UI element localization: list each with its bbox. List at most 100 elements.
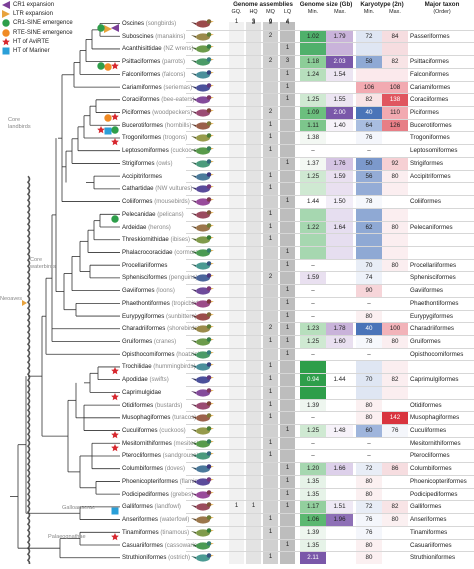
karyotype-max: 80 (382, 513, 408, 527)
table-row: Casuariiformes (cassowaries) 1 1.35 80 C… (0, 538, 474, 552)
clade-palaeognathae: Palaeognathae (48, 534, 86, 540)
genome-size-max: 1.54 (326, 67, 353, 81)
taxon-name: Galliformes (landfowl) (122, 502, 181, 511)
karyotype-min (356, 245, 382, 259)
table-row: Columbiformes (doves) 1 1.20 1.66 72 86 … (0, 462, 474, 476)
common-name: (mousebirds) (154, 198, 190, 206)
lq-count: 1 (285, 198, 290, 205)
mq-count: 1 (268, 414, 273, 421)
common-name: (hornbills) (164, 121, 192, 129)
taxon-name: Struthioniformes (ostrich) (122, 553, 190, 562)
hq-count (246, 195, 261, 208)
genome-size-min: 1.39 (300, 525, 326, 539)
bird-illustration (186, 526, 220, 539)
gq-count (229, 106, 244, 119)
genome-size-min: 1.44 (300, 195, 326, 209)
mq-count (263, 81, 278, 94)
mq-count (263, 246, 278, 259)
karyotype-max (382, 449, 408, 462)
row-divider (186, 347, 474, 349)
clade-core-waterbirds: Core waterbirds (30, 257, 56, 270)
genome-size-max (326, 284, 353, 297)
ky-min-header: Min. (363, 9, 375, 15)
karyotype-min (356, 207, 382, 221)
gq-count (229, 119, 244, 132)
taxon-label: Acanthisittidae (122, 45, 162, 53)
bird-illustration (186, 246, 220, 259)
row-divider (186, 156, 474, 158)
karyotype-min (356, 182, 382, 196)
common-name: (swifts) (149, 376, 169, 384)
genome-size-max: 1.60 (326, 335, 353, 348)
genome-size-min: – (311, 414, 315, 422)
genome-size-min (300, 207, 326, 221)
karyotype-min: 60 (356, 424, 382, 438)
clade-galloanserae: Galloanserae (62, 505, 96, 511)
order-name: Bucerotiformes (410, 121, 452, 129)
karyotype-min: 72 (356, 462, 382, 476)
lq-count (280, 373, 295, 386)
hq-count (246, 335, 261, 348)
lq-total: 4 (285, 19, 290, 25)
karyotype-header: Karyotype (2n) (360, 1, 404, 8)
karyotype-min (356, 233, 382, 247)
table-row: Falconiformes (falcons) 1 1.24 1.54 Falc… (0, 67, 474, 81)
lq-count: 3 (285, 58, 290, 65)
table-row: Coraciiformes (bee-eaters) 1 1.25 1.55 8… (0, 93, 474, 107)
hq-count (246, 182, 261, 195)
gq-count (229, 157, 244, 170)
common-name: (shorebirds) (167, 325, 200, 333)
hq-count: 1 (251, 503, 256, 510)
gq-count (229, 182, 244, 195)
genome-size-max (326, 271, 353, 284)
taxon-label: Coliiformes (122, 198, 153, 206)
lq-count (280, 106, 295, 119)
genome-size-max (326, 551, 353, 564)
table-row: Acanthisittidae (NZ wrens) 1 (0, 42, 474, 56)
order-name: Podicipediformes (410, 490, 458, 498)
legend-label: HT of AviRTE (13, 38, 50, 45)
hq-count (246, 42, 261, 55)
taxon-name: Anseriformes (waterfowl) (122, 515, 189, 524)
legend-label: LTR expansion (13, 11, 53, 18)
star-icon (111, 133, 119, 151)
mq-count (263, 348, 278, 361)
lq-count: 1 (285, 248, 290, 255)
bird-illustration (186, 411, 220, 424)
hq-count (246, 30, 261, 43)
row-divider (186, 42, 474, 44)
mq-count: 1 (268, 439, 273, 446)
gq-count (229, 259, 244, 272)
common-name: (manakins) (155, 32, 186, 40)
genome-size-max (326, 17, 353, 30)
taxon-label: Caprimulgidae (122, 388, 162, 396)
taxon-name: Otidiformes (bustards) (122, 401, 182, 410)
genome-size-min: 1.11 (300, 118, 326, 132)
hq-count (246, 424, 261, 437)
genome-size-min: 1.25 (300, 424, 326, 438)
karyotype-max: 80 (382, 258, 408, 272)
genome-size-max (326, 399, 353, 412)
bird-illustration (186, 500, 220, 513)
genome-size-min (300, 360, 326, 374)
genome-size-max: 1.79 (326, 29, 353, 43)
row-divider (186, 411, 474, 413)
table-row: Caprimulgidae 1 (0, 385, 474, 399)
taxon-name: Cariamiformes (seriemas) (122, 83, 192, 92)
square-icon (111, 502, 119, 520)
gq-count (229, 551, 244, 564)
genome-size-max: 1.44 (326, 373, 353, 387)
mq-count: 2 (268, 325, 273, 332)
taxon-name: Sphenisciformes (penguins) (122, 273, 198, 282)
genome-size-min: 1.39 (300, 398, 326, 412)
bird-illustration (186, 221, 220, 234)
gq-count (229, 449, 244, 462)
gq-count (229, 297, 244, 310)
circle-icon (111, 210, 119, 228)
taxon-name: Gaviiformes (loons) (122, 286, 175, 295)
mq-count (263, 195, 278, 208)
karyotype-min: 80 (356, 309, 382, 323)
bird-illustration (186, 119, 220, 132)
bird-illustration (186, 106, 220, 119)
mq-count: 1 (268, 363, 273, 370)
